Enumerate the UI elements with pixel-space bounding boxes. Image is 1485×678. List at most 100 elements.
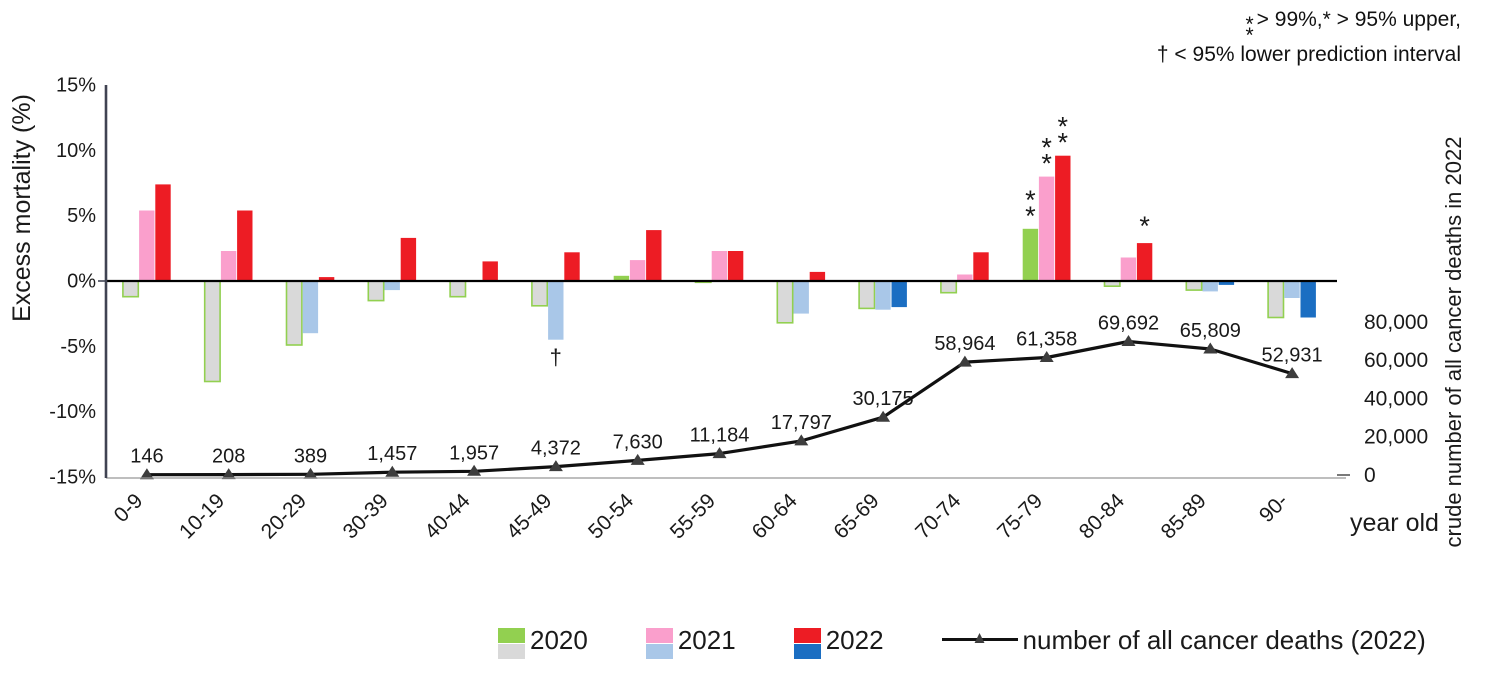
line-label-30-39: 1,457 [367, 443, 417, 465]
right-tick-60,000: 60,000 [1364, 349, 1428, 372]
bar-2021-90- [1284, 281, 1300, 298]
bar-2020-40-44 [449, 280, 467, 298]
note-line1: * * > 99%,* > 95% upper, [1157, 6, 1461, 47]
legend-line-marker-icon: ▲ [941, 625, 1018, 655]
legend-swatch-negative [793, 644, 821, 659]
legend-swatches-2022 [793, 628, 821, 659]
right-tick-0: 0 [1364, 464, 1376, 487]
bar-2021-85-89 [1202, 281, 1218, 292]
bar-2021-70-74 [957, 274, 973, 281]
bar-2020-0-9 [122, 280, 140, 298]
bar-2020-65-69 [858, 280, 876, 310]
right-axis-title: crude number of all cancer deaths in 202… [1441, 137, 1466, 548]
sig-star-75-79-2020: * [1025, 185, 1036, 215]
bar-2021-20-29 [302, 281, 319, 334]
legend-label: number of all cancer deaths (2022) [1022, 625, 1426, 655]
legend-item-2022: 2022 [793, 622, 884, 659]
line-label-70-74: 58,964 [934, 333, 995, 355]
x-label-45-49: 45-49 [502, 489, 556, 543]
sig-star-75-79-2022: * [1058, 112, 1069, 142]
legend-swatch-negative [645, 644, 673, 659]
note-line1-text: > 99%,* > 95% upper, [1256, 8, 1461, 31]
bar-2020-75-79 [1022, 228, 1039, 281]
left-tick--15%: -15% [49, 466, 96, 488]
x-label-20-29: 20-29 [257, 489, 311, 543]
sig-dagger-45-49-2021: † [550, 345, 562, 370]
line-marker-40-44 [467, 464, 482, 476]
left-tick-0%: 0% [67, 271, 96, 293]
line-marker-65-69 [876, 410, 891, 422]
line-label-85-89: 65,809 [1180, 320, 1241, 342]
bar-2021-65-69 [875, 281, 891, 310]
x-label-75-79: 75-79 [993, 489, 1047, 543]
bar-2022-70-74 [973, 252, 989, 281]
line-marker-85-89 [1203, 342, 1218, 354]
left-tick-10%: 10% [56, 140, 96, 162]
bar-2020-10-19 [203, 280, 221, 383]
line-label-45-49: 4,372 [531, 438, 581, 460]
legend-swatch-positive [645, 628, 673, 643]
bar-2020-30-39 [367, 280, 385, 302]
line-label-80-84: 69,692 [1098, 313, 1159, 335]
bar-2022-60-64 [809, 271, 826, 281]
legend-swatches-2020 [498, 628, 525, 659]
x-label-80-84: 80-84 [1075, 489, 1129, 543]
right-tick-20,000: 20,000 [1364, 426, 1428, 449]
legend-label: 2020 [530, 625, 588, 655]
bar-2022-20-29 [318, 277, 335, 281]
right-tick-40,000: 40,000 [1364, 387, 1428, 410]
left-tick--5%: -5% [60, 336, 96, 358]
line-label-40-44: 1,957 [449, 442, 499, 464]
x-label-55-59: 55-59 [666, 489, 720, 543]
bar-2021-55-59 [711, 251, 728, 281]
chart-legend: 2020 2021 2022 ▲ number of all cancer deaths… [498, 622, 1426, 659]
prediction-interval-note: * * > 99%,* > 95% upper, † < 95% lower pre… [1157, 6, 1461, 69]
double-asterisk-symbol: * * [1245, 13, 1254, 47]
bar-2020-45-49 [531, 280, 549, 307]
bar-2020-60-64 [776, 280, 794, 324]
line-marker-0-9 [139, 468, 154, 480]
line-marker-30-39 [385, 465, 400, 477]
line-marker-80-84 [1121, 335, 1136, 347]
legend-item-2020: 2020 [498, 622, 588, 659]
bar-2021-50-54 [629, 260, 646, 281]
line-marker-90- [1285, 367, 1300, 379]
x-label-90-: 90- [1255, 489, 1293, 527]
x-label-30-39: 30-39 [339, 489, 393, 543]
sig-star-75-79-2022: * [1058, 128, 1069, 158]
line-label-0-9: 146 [130, 446, 163, 468]
legend-swatches-2021 [645, 628, 673, 659]
x-label-40-44: 40-44 [420, 489, 474, 543]
bar-2022-80-84 [1136, 243, 1153, 281]
line-label-65-69: 30,175 [853, 388, 914, 410]
x-label-70-74: 70-74 [911, 489, 965, 543]
sig-star-75-79-2020: * [1025, 201, 1036, 231]
legend-label: 2022 [825, 625, 884, 655]
bar-2021-10-19 [220, 251, 237, 281]
legend-line-segment [941, 638, 1018, 641]
line-marker-45-49 [548, 460, 563, 472]
line-marker-50-54 [630, 453, 645, 465]
line-label-90-: 52,931 [1262, 345, 1323, 367]
legend-swatch-negative [498, 644, 525, 659]
legend-label: 2021 [677, 625, 736, 655]
line-marker-20-29 [303, 467, 318, 479]
line-label-10-19: 208 [212, 446, 245, 468]
line-label-55-59: 11,184 [690, 425, 750, 447]
line-label-20-29: 389 [294, 445, 327, 467]
bar-2022-45-49 [564, 252, 580, 281]
x-axis-title: year old [1350, 509, 1439, 537]
bar-2022-90- [1300, 281, 1316, 318]
line-label-60-64: 17,797 [771, 412, 832, 434]
bar-2022-85-89 [1218, 281, 1235, 285]
x-label-50-54: 50-54 [584, 489, 638, 543]
bar-2022-0-9 [155, 184, 171, 281]
left-tick--10%: -10% [49, 401, 96, 423]
bar-2021-45-49 [548, 281, 564, 340]
x-label-0-9: 0-9 [110, 489, 148, 527]
bar-2020-90- [1267, 280, 1285, 319]
bar-2021-80-84 [1120, 257, 1137, 281]
right-tick-80,000: 80,000 [1364, 311, 1428, 334]
line-marker-60-64 [794, 434, 809, 446]
